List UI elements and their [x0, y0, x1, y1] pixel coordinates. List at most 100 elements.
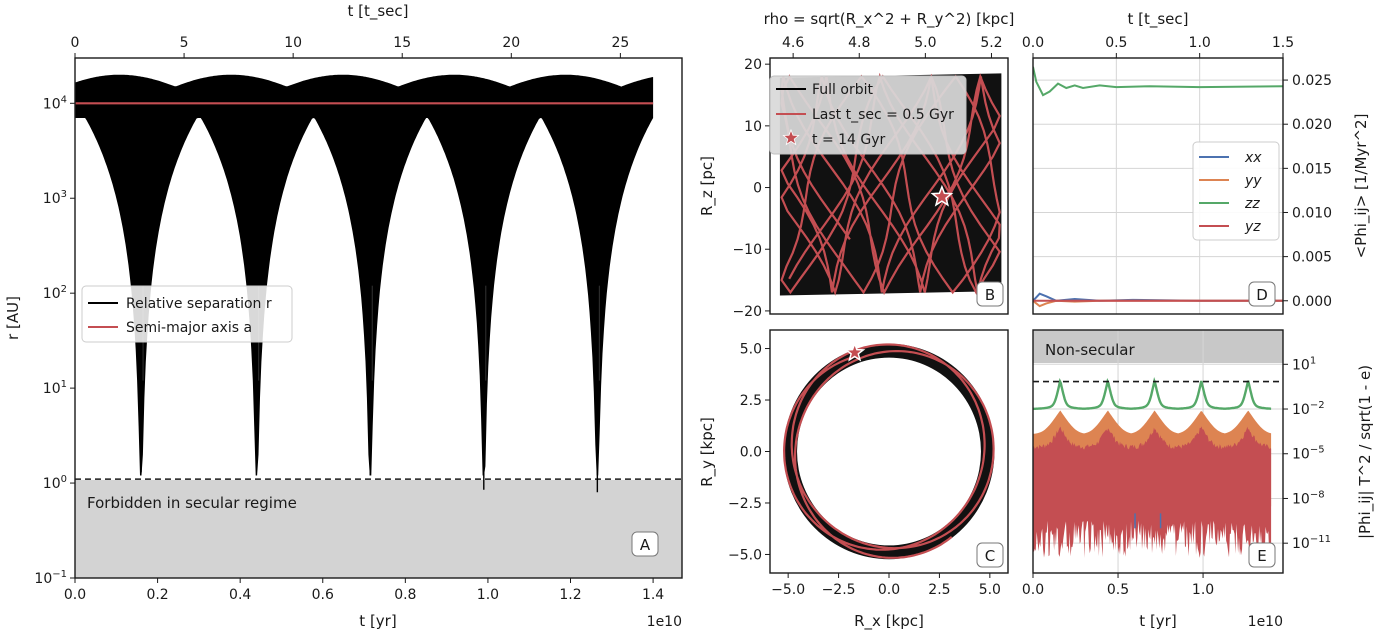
panel-b-frame: [769, 57, 1009, 315]
last-tsec-orbit: [780, 72, 1001, 296]
panel-b-badge: [976, 281, 1004, 307]
x-tick-label: 0.5: [1107, 582, 1129, 598]
y-tick-label: 10−8: [1292, 489, 1325, 507]
panel-d-badge: [1248, 281, 1276, 307]
x-tick-label: 1.2: [559, 587, 581, 603]
legend-label-star: t = 14 Gyr: [812, 132, 886, 148]
top-tick-label: 20: [502, 35, 520, 51]
panel-c-badge: [976, 542, 1004, 568]
final-position-star: [930, 184, 954, 207]
y-tick-label: 10−11: [1292, 534, 1331, 552]
panel-a-top-xlabel: t [t_sec]: [347, 2, 408, 21]
panel-a-legend: Relative separation r Semi-major axis a: [81, 285, 293, 343]
forbidden-region: [75, 480, 682, 578]
y-tick-label: 0.0: [740, 445, 762, 461]
y-tick-label: −2.5: [728, 496, 762, 512]
y-tick-label: 0: [753, 181, 762, 197]
legend-star-marker: [782, 128, 800, 146]
panel-e-xlabel: t [yr]: [1139, 612, 1176, 630]
y-tick-label: 101: [1292, 355, 1316, 373]
legend-label-xx: xx: [1244, 150, 1262, 166]
panel-d-frame: [1032, 57, 1284, 315]
panel-b-top-xlabel: rho = sqrt(R_x^2 + R_y^2) [kpc]: [764, 10, 1015, 29]
panel-e-ylabel: |Phi_ij| T^2 / sqrt(1 - e): [1356, 365, 1375, 539]
legend-label-zz: zz: [1244, 196, 1260, 212]
y-tick-label: 0.000: [1292, 294, 1332, 310]
x-tick-label: 0.0: [1022, 582, 1044, 598]
x-tick-label: 0.0: [878, 582, 900, 598]
panel-c-ylabel: R_y [kpc]: [698, 417, 717, 487]
top-tick-label: 15: [393, 35, 411, 51]
panel-d-top-xlabel: t [t_sec]: [1127, 10, 1188, 29]
panel-d-ylabel: <Phi_ij> [1/Myr^2]: [1352, 114, 1371, 259]
top-tick-label: 0.0: [1022, 35, 1044, 51]
separation-envelope: [75, 74, 654, 476]
x-tick-label: −2.5: [822, 582, 856, 598]
y-tick-label: 10−2: [1292, 400, 1325, 418]
x-tick-label: 2.5: [928, 582, 950, 598]
x-tick-label: 0.4: [229, 587, 251, 603]
panel-d-ticks: 0.0 0.5 1.0 1.5 0.000 0.005 0.010 0.015 0.020 0.0…: [1022, 35, 1332, 310]
panel-e-ticks: 0.0 0.5 1.0 101 10−2 10−5 10−8 10−11: [1022, 355, 1331, 598]
top-tick-label: 5: [180, 35, 189, 51]
panel-a-xlabel: t [yr]: [359, 612, 396, 630]
series-yz: [1033, 426, 1272, 558]
legend-label-last-tsec: Last t_sec = 0.5 Gyr: [812, 107, 954, 123]
y-tick-label: 10: [744, 119, 762, 135]
tidal-tensor-series: [1033, 66, 1283, 308]
panel-a-badge: [631, 531, 659, 557]
panel-a: Forbidden in secular regime 0.0 0.2 0.4 0.6…: [4, 2, 683, 630]
panel-d-letter: D: [1256, 286, 1268, 304]
panel-e: Non-secular 0.0 0.5 1.0 101 10−2 10−5 10−8 10−1…: [1022, 329, 1375, 630]
y-tick-label: 103: [43, 189, 67, 207]
panel-b-ylabel: R_z [pc]: [698, 156, 717, 216]
panel-b-ticks: 4.6 4.8 5.0 5.2 −20 −10 0 10 20: [732, 35, 1002, 320]
panel-b-letter: B: [985, 286, 995, 304]
x-tick-label: 5.0: [979, 582, 1001, 598]
x-tick-label: 1.0: [477, 587, 499, 603]
panel-e-frame: [1032, 329, 1284, 574]
y-tick-label: 10−5: [1292, 445, 1325, 463]
panel-e-badge: [1248, 542, 1276, 568]
top-tick-label: 25: [611, 35, 629, 51]
forbidden-region-label: Forbidden in secular regime: [87, 494, 297, 512]
x-tick-label: −5.0: [771, 582, 805, 598]
tidal-strength-series: [1033, 376, 1272, 558]
panel-c: −5.0 −2.5 0.0 2.5 5.0 −5.0 −2.5 0.0 2.5 5.0 R_x […: [698, 329, 1009, 631]
y-tick-label: 0.005: [1292, 250, 1332, 266]
panel-a-ylabel: r [AU]: [4, 296, 22, 340]
y-tick-label: 0.010: [1292, 205, 1332, 221]
panel-a-frame: [74, 57, 683, 579]
series-zz: [1033, 376, 1272, 410]
panel-c-letter: C: [985, 547, 995, 565]
top-tick-label: 4.8: [848, 35, 870, 51]
y-tick-label: 0.015: [1292, 161, 1332, 177]
top-tick-label: 0.5: [1105, 35, 1127, 51]
panel-d-legend: xx yy zz yz: [1192, 141, 1280, 241]
panel-c-frame: [769, 329, 1009, 574]
y-tick-label: 101: [43, 379, 67, 397]
separation-series: [75, 74, 654, 493]
x-tick-label: 0.6: [312, 587, 334, 603]
panel-b: 4.6 4.8 5.0 5.2 −20 −10 0 10 20 rho = sqrt(R_x^2…: [698, 10, 1014, 320]
y-tick-label: 102: [43, 284, 67, 302]
y-tick-label: −10: [732, 242, 762, 258]
top-tick-label: 5.2: [980, 35, 1002, 51]
top-tick-label: 1.0: [1189, 35, 1211, 51]
series-zz: [1033, 66, 1283, 97]
legend-label-separation: Relative separation r: [126, 296, 272, 312]
series-xx: [1033, 292, 1283, 302]
panel-a-ticks: 0.0 0.2 0.4 0.6 0.8 1.0 1.2 1.4 0 5 10 15 20 25 10−1 10…: [34, 35, 664, 603]
legend-label-semimajor: Semi-major axis a: [126, 320, 252, 336]
y-tick-label: −5.0: [728, 547, 762, 563]
top-tick-label: 10: [284, 35, 302, 51]
last-tsec-orbit-xy: [782, 343, 995, 559]
panel-c-xlabel: R_x [kpc]: [854, 612, 924, 631]
planar-orbit: [782, 343, 995, 560]
y-tick-label: 0.020: [1292, 117, 1332, 133]
y-tick-label: 100: [43, 474, 67, 492]
top-tick-label: 1.5: [1272, 35, 1294, 51]
legend-label-full-orbit: Full orbit: [812, 82, 873, 98]
x-tick-label: 1.4: [642, 587, 664, 603]
